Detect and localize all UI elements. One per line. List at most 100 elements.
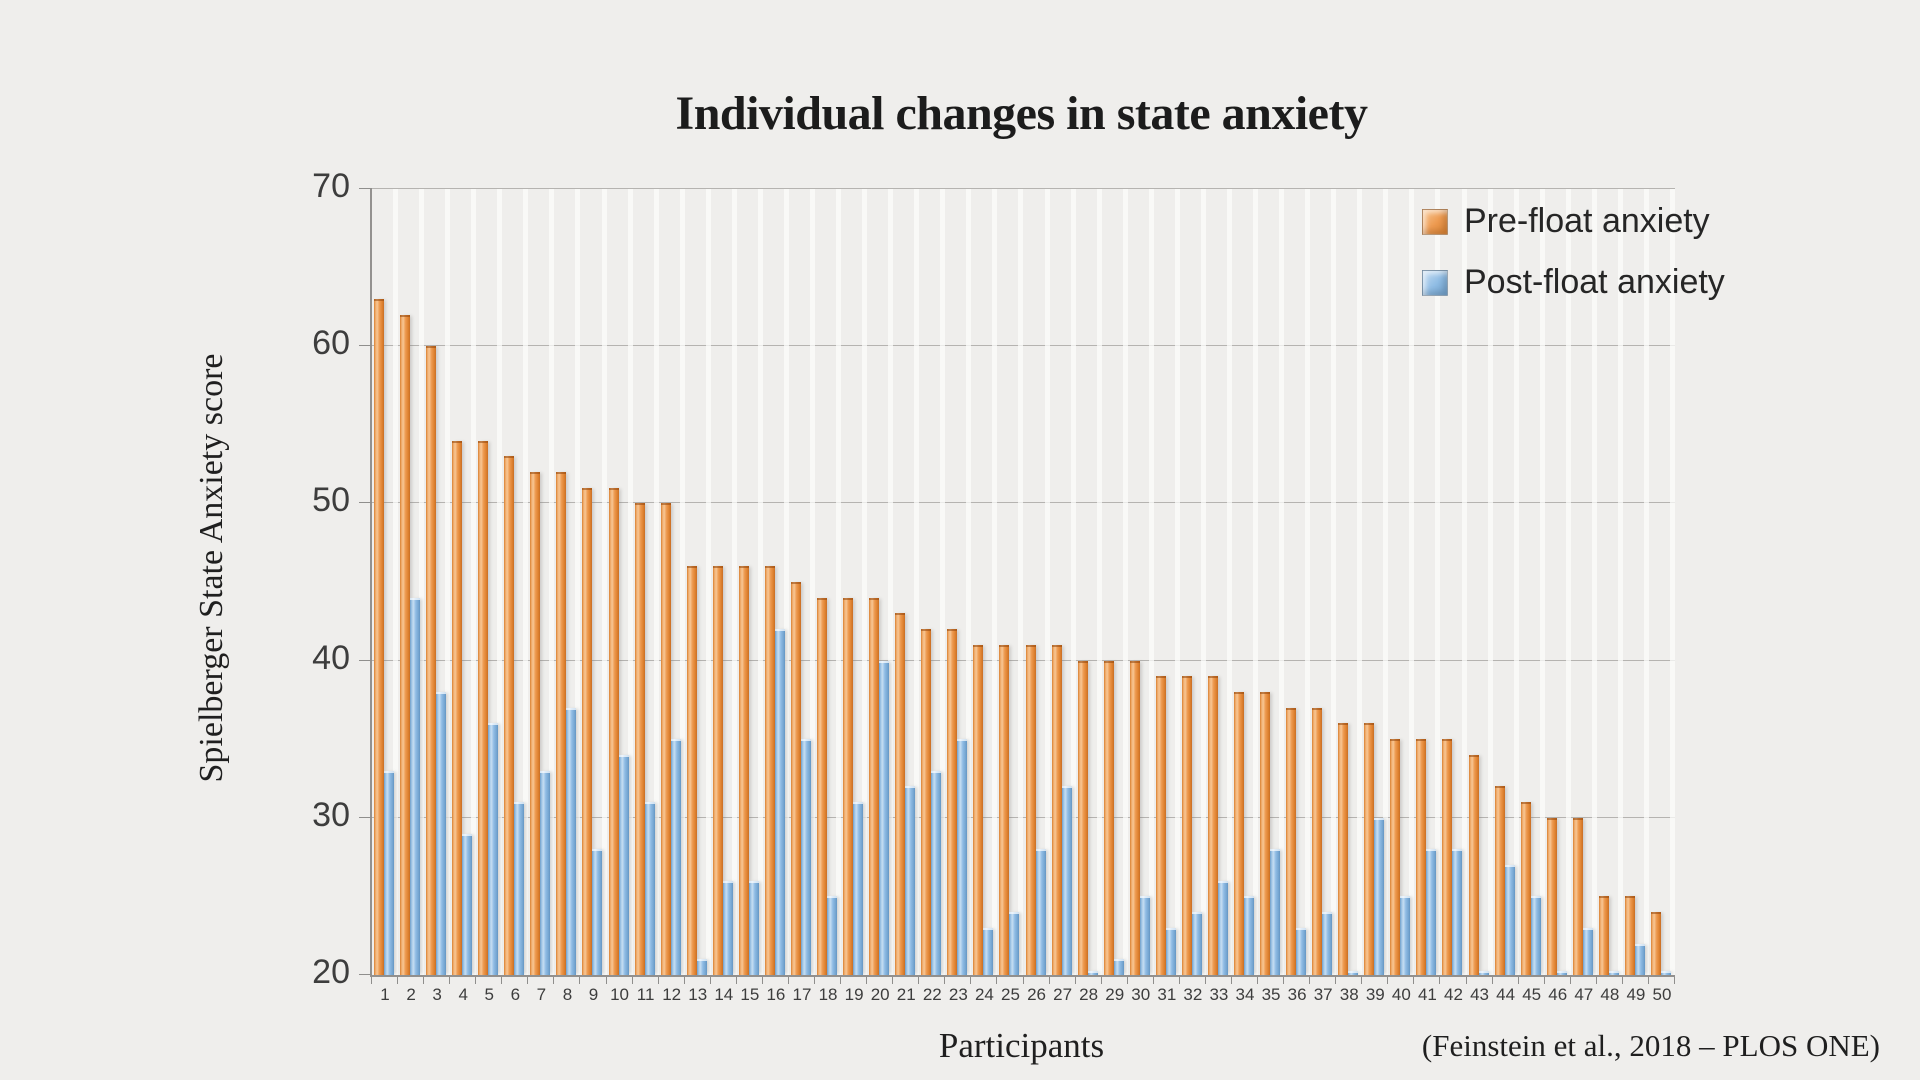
pre-float-bar-8 xyxy=(556,471,567,975)
legend-label-post-float: Post-float anxiety xyxy=(1464,263,1725,301)
group-divider-band xyxy=(1096,189,1102,975)
group-divider-band xyxy=(705,189,711,975)
post-float-bar-4 xyxy=(462,833,473,975)
x-tick-label-25: 25 xyxy=(1001,985,1020,1004)
bar-group-participant-13: 13 xyxy=(683,189,711,1004)
x-tick-label-15: 15 xyxy=(740,985,760,1004)
group-divider-band xyxy=(497,189,503,975)
x-tick-label-3: 3 xyxy=(432,985,442,1004)
x-tick-label-14: 14 xyxy=(714,985,734,1004)
y-axis-tick xyxy=(359,659,372,661)
group-divider-band xyxy=(1305,189,1311,975)
x-axis-tick xyxy=(371,977,372,984)
x-axis-tick xyxy=(1074,977,1076,984)
x-tick-label-2: 2 xyxy=(406,985,416,1004)
gridline-40 xyxy=(372,659,1675,661)
post-float-bar-6 xyxy=(514,802,525,975)
post-float-bar-14 xyxy=(722,880,733,975)
x-axis-tick xyxy=(1283,977,1285,984)
pre-float-bar-41 xyxy=(1416,739,1427,975)
x-tick-label-48: 48 xyxy=(1600,985,1620,1004)
post-float-bar-1 xyxy=(384,770,394,975)
bar-group-participant-34: 34 xyxy=(1230,189,1259,1004)
group-divider-band xyxy=(1461,189,1467,975)
group-divider-band xyxy=(1539,189,1545,975)
bar-group-participant-12: 12 xyxy=(657,189,685,1004)
post-float-bar-38 xyxy=(1348,971,1359,975)
x-axis-tick xyxy=(579,977,581,984)
y-tick-label-20: 20 xyxy=(312,953,350,991)
group-divider-band xyxy=(1253,189,1259,975)
post-float-bar-19 xyxy=(853,802,864,975)
bar-group-participant-22: 22 xyxy=(918,189,946,1004)
bar-group-participant-40: 40 xyxy=(1387,189,1415,1004)
bar-group-participant-14: 14 xyxy=(709,189,737,1004)
bar-group-participant-16: 16 xyxy=(761,189,789,1004)
x-axis-tick xyxy=(1126,977,1128,984)
post-float-bar-12 xyxy=(670,739,681,975)
x-tick-label-34: 34 xyxy=(1235,985,1255,1004)
x-tick-label-22: 22 xyxy=(922,985,942,1004)
x-tick-label-12: 12 xyxy=(662,985,682,1004)
group-divider-band xyxy=(1148,189,1154,975)
x-tick-label-50: 50 xyxy=(1652,985,1672,1004)
bar-group-participant-1: 1 xyxy=(371,189,399,1004)
y-tick-label-30: 30 xyxy=(312,795,350,834)
group-divider-band xyxy=(1565,189,1571,975)
x-axis-tick xyxy=(1673,977,1675,984)
x-tick-label-10: 10 xyxy=(610,985,630,1004)
group-divider-band xyxy=(1357,189,1363,975)
pre-float-bar-39 xyxy=(1364,723,1375,975)
pre-float-bar-47 xyxy=(1572,817,1583,975)
bar-group-participant-8: 8 xyxy=(553,189,581,1004)
bar-group-participant-44: 44 xyxy=(1491,189,1519,1004)
x-axis-tick xyxy=(1517,977,1519,984)
post-float-bar-44 xyxy=(1504,864,1515,975)
x-tick-label-42: 42 xyxy=(1444,985,1463,1004)
x-axis-tick xyxy=(1465,977,1467,984)
bar-group-participant-24: 24 xyxy=(970,189,998,1004)
x-axis-tick xyxy=(866,977,868,984)
pre-float-bar-44 xyxy=(1494,786,1505,975)
pre-float-bar-19 xyxy=(843,597,854,975)
post-float-bar-35 xyxy=(1270,849,1281,975)
pre-float-bar-20 xyxy=(869,597,880,975)
pre-float-bar-31 xyxy=(1155,676,1166,975)
group-divider-band xyxy=(757,189,763,975)
x-axis-tick xyxy=(1647,977,1649,984)
pre-float-bar-26 xyxy=(1025,644,1036,975)
x-axis-tick xyxy=(787,977,789,984)
x-tick-label-17: 17 xyxy=(792,985,812,1004)
post-float-bar-8 xyxy=(566,707,577,975)
group-divider-band xyxy=(1070,189,1076,975)
x-axis-tick xyxy=(761,977,763,984)
group-divider-band xyxy=(1669,189,1675,975)
x-tick-label-29: 29 xyxy=(1105,985,1125,1004)
x-axis-tick xyxy=(605,977,607,984)
group-divider-band xyxy=(1513,189,1519,975)
post-float-bar-34 xyxy=(1243,896,1254,975)
pre-float-bar-23 xyxy=(947,629,958,975)
x-axis-title: Participants xyxy=(938,1026,1105,1065)
x-tick-label-24: 24 xyxy=(974,985,994,1004)
pre-float-bar-36 xyxy=(1286,707,1297,975)
post-float-bar-39 xyxy=(1374,817,1385,975)
bar-group-participant-9: 9 xyxy=(579,189,607,1004)
group-divider-band xyxy=(992,189,998,975)
group-divider-band xyxy=(627,189,633,975)
group-divider-band xyxy=(523,189,529,975)
group-divider-band xyxy=(731,189,737,975)
group-divider-band xyxy=(471,189,477,975)
x-tick-label-30: 30 xyxy=(1131,985,1151,1004)
post-float-bar-15 xyxy=(748,880,759,975)
bar-group-participant-47: 47 xyxy=(1569,189,1597,1004)
bar-group-participant-35: 35 xyxy=(1257,189,1285,1004)
group-divider-band xyxy=(783,189,789,975)
gridline-70 xyxy=(372,188,1675,189)
bar-group-participant-2: 2 xyxy=(397,189,425,1004)
post-float-bar-5 xyxy=(488,723,499,975)
pre-float-bar-17 xyxy=(790,582,801,975)
group-divider-band xyxy=(862,189,868,975)
group-divider-band xyxy=(679,189,685,975)
pre-float-bar-10 xyxy=(608,487,619,975)
